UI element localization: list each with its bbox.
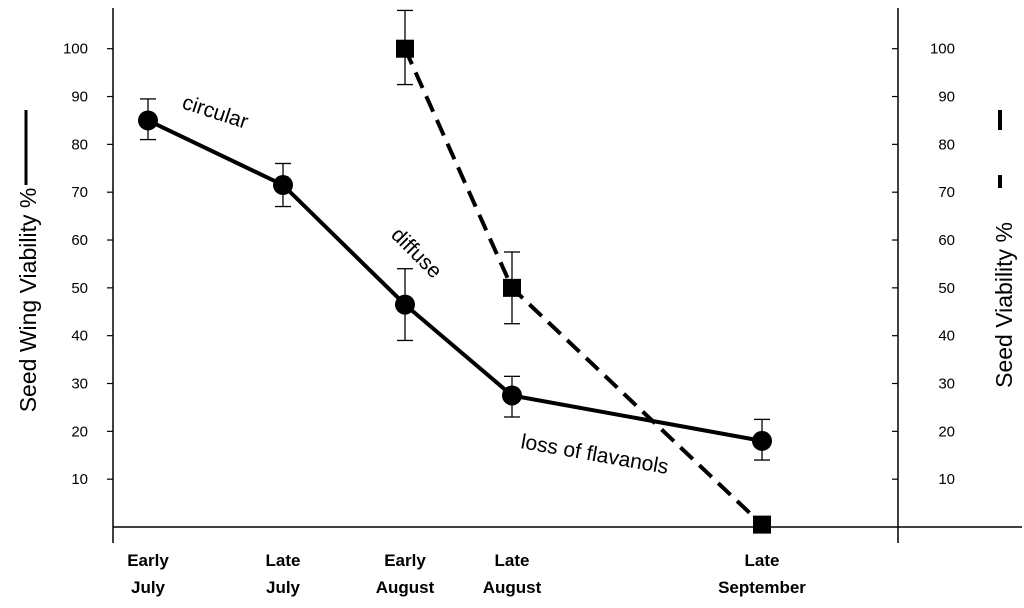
series-layer (138, 9, 772, 534)
x-tick-label: Early (384, 551, 426, 570)
data-point (503, 278, 521, 297)
y-right-tick-label: 80 (938, 136, 955, 153)
y-left-tick-label: 30 (71, 376, 88, 393)
y-right-tick-label: 100 (930, 41, 955, 58)
series-seed-viability (396, 9, 771, 534)
y-right-tick-label: 30 (938, 376, 955, 393)
y-right-tick-label: 40 (938, 328, 955, 345)
x-tick-label: August (376, 578, 435, 597)
y-right-tick-label: 20 (938, 423, 955, 440)
y-left-tick-label: 60 (71, 232, 88, 249)
annotation-loss-of-flavanols: loss of flavanols (519, 430, 670, 479)
y-left-tick-label: 50 (71, 280, 88, 297)
axes: 10 20 30 40 50 60 70 80 90 100 10 20 30 40 50 60 70 80 90 1… (63, 8, 1022, 597)
axis-titles: Seed Wing Viability % Seed Viability % (15, 110, 1017, 412)
series-seed-wing-viability (138, 98, 772, 461)
y-left-axis-title: Seed Wing Viability % (15, 188, 41, 413)
y-right-tick-label: 60 (938, 232, 955, 249)
data-point (752, 430, 772, 451)
data-point (396, 39, 414, 58)
y-left-tick-label: 70 (71, 184, 88, 201)
data-point (502, 385, 522, 406)
x-tick-label: September (718, 578, 806, 597)
y-left-tick-label: 80 (71, 136, 88, 153)
solid-series-line (147, 118, 763, 443)
x-tick-label: Early (127, 551, 169, 570)
x-tick-label: Late (495, 551, 530, 570)
x-tick-label: Late (266, 551, 301, 570)
y-left-tick-label: 20 (71, 423, 88, 440)
y-left-tick-label: 100 (63, 41, 88, 58)
x-tick-label: August (483, 578, 542, 597)
data-point (395, 294, 415, 315)
annotations: circular diffuse loss of flavanols (179, 91, 670, 479)
data-point (273, 175, 293, 196)
x-tick-label: July (266, 578, 301, 597)
y-right-tick-label: 10 (938, 471, 955, 488)
data-point (753, 515, 771, 534)
y-left-tick-label: 90 (71, 89, 88, 106)
y-left-tick-label: 10 (71, 471, 88, 488)
x-tick-label: July (131, 578, 166, 597)
x-tick-label: Late (745, 551, 780, 570)
y-right-tick-label: 90 (938, 89, 955, 106)
y-right-tick-label: 50 (938, 280, 955, 297)
y-right-tick-label: 70 (938, 184, 955, 201)
annotation-circular: circular (179, 91, 250, 134)
data-point (138, 110, 158, 131)
annotation-diffuse: diffuse (386, 223, 446, 283)
y-left-tick-label: 40 (71, 328, 88, 345)
y-right-axis-title: Seed Viability % (991, 222, 1017, 388)
